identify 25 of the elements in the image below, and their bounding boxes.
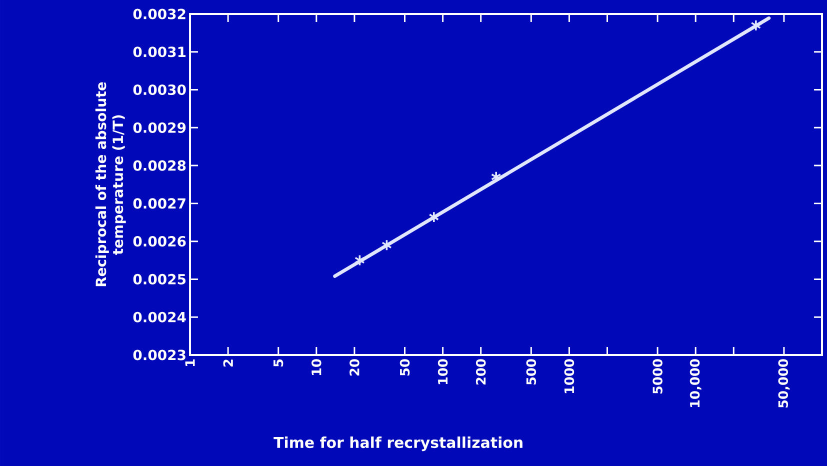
y-tick-label: 0.0023	[133, 350, 186, 360]
x-tick-label: 10	[312, 359, 322, 376]
x-axis-title: Time for half recrystallization	[274, 436, 522, 452]
y-tick-label: 0.0026	[133, 236, 186, 247]
x-tick-label: 200	[476, 359, 486, 385]
x-tick-label: 2	[223, 360, 233, 366]
y-tick-label: 0.0028	[133, 160, 186, 171]
y-tick-label: 0.0032	[133, 8, 186, 20]
y-tick-label: 0.0031	[133, 46, 186, 58]
x-tick-label: 50,000	[778, 359, 790, 408]
x-tick-label: 100	[438, 359, 448, 384]
y-tick-label: 0.0030	[133, 84, 186, 96]
x-tick-label: 10,000	[690, 359, 702, 408]
y-tick-label: 0.0027	[133, 198, 186, 209]
x-tick-label: 1	[185, 359, 195, 366]
y-axis-title: Reciprocal of the absolute temperature (1/T)	[95, 82, 126, 286]
x-tick-label: 50	[400, 359, 410, 376]
x-tick-label: 5000	[652, 359, 662, 394]
x-tick-label: 5	[274, 359, 284, 367]
y-tick-label: 0.0024	[133, 312, 186, 322]
x-tick-label: 500	[526, 359, 536, 385]
y-tick-label: 0.0025	[133, 274, 186, 284]
x-tick-label: 20	[350, 359, 360, 376]
y-tick-label: 0.0029	[133, 122, 186, 133]
x-tick-label: 1000	[564, 359, 574, 394]
